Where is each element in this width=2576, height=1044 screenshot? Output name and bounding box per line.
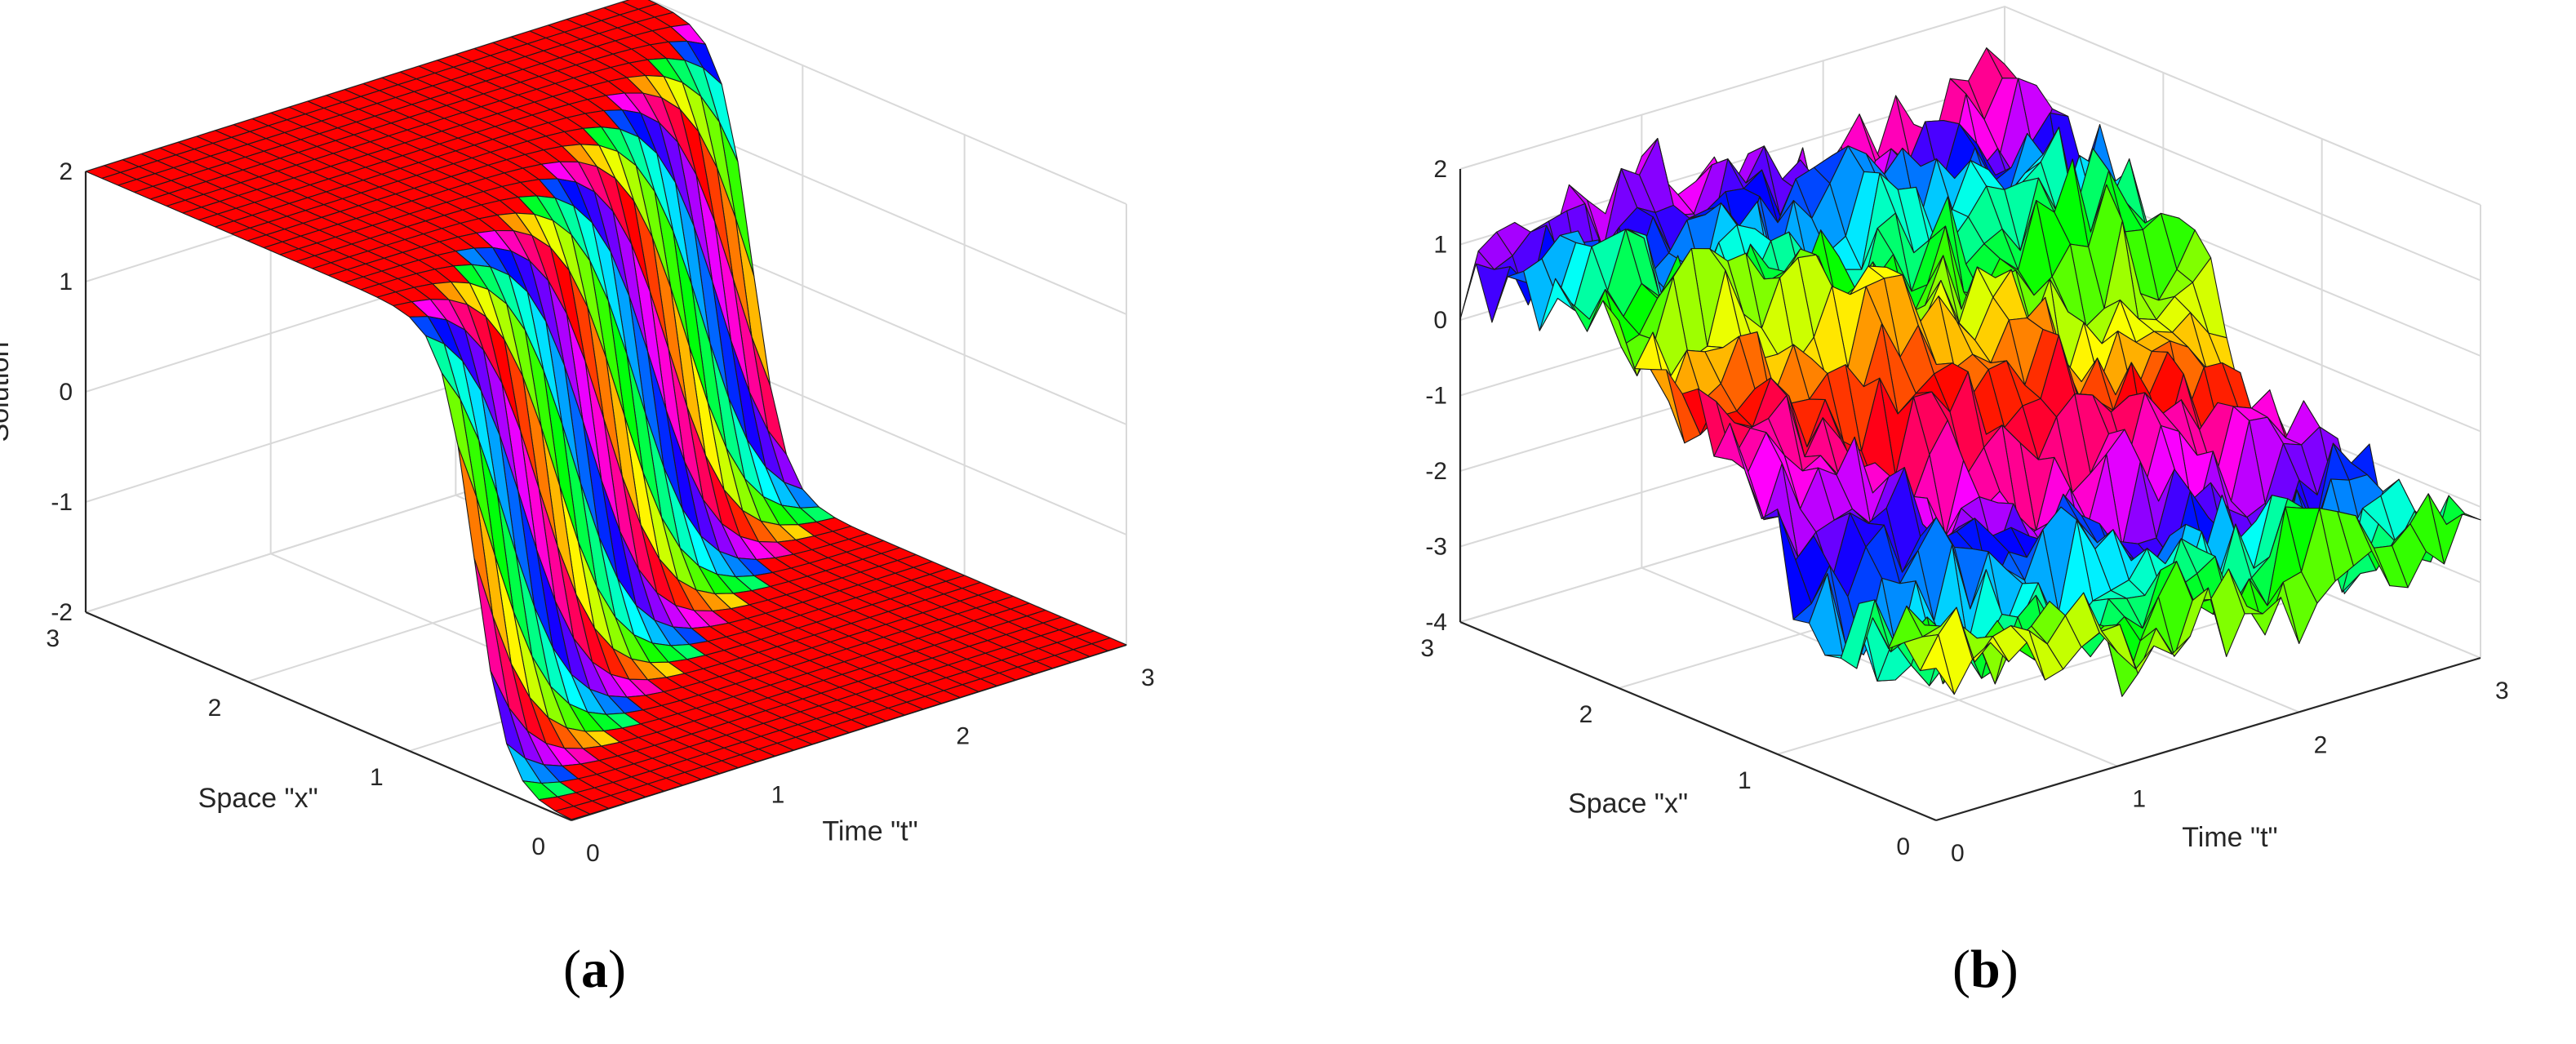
z-tick-label: 2 [59,158,73,185]
z-tick-label: -1 [51,489,73,516]
surface [85,0,1127,820]
z-tick-label: -2 [51,599,73,626]
t-tick-label: 0 [586,840,600,867]
x-tick-label: 3 [1420,635,1434,662]
surface-patch [1920,633,1955,695]
z-axis-label: Solution [0,342,15,442]
z-tick-label: 1 [1433,232,1447,259]
x-tick-label: 0 [1896,833,1910,860]
t-axis-label: Time "t" [2182,822,2277,853]
x-tick-label: 1 [370,764,384,791]
t-tick-label: 1 [2132,786,2146,813]
t-tick-label: 3 [2495,677,2509,704]
axis-lines [1459,169,2481,822]
t-axis-line [1935,656,2481,822]
caption-b: (b) [1952,940,2019,999]
t-axis-label: Time "t" [822,816,917,847]
z-tick-label: -3 [1425,534,1447,561]
z-tick-label: 1 [59,269,73,295]
x-tick-label: 3 [46,625,60,652]
x-axis-line [1459,620,1937,822]
t-tick-label: 3 [1141,664,1155,691]
z-tick-label: -2 [1425,458,1447,485]
x-axis-line [85,611,572,822]
z-axis-label: Solution [1388,345,1389,446]
t-tick-label: 0 [1951,840,1965,867]
surface-patch [554,806,591,820]
x-axis-label: Space "x" [198,783,318,814]
t-tick-label: 2 [2314,731,2328,758]
z-tick-label: 0 [1433,307,1447,334]
t-tick-label: 1 [771,781,785,808]
z-tick-label: 2 [1433,156,1447,183]
x-tick-label: 1 [1738,767,1752,794]
x-axis-label: Space "x" [1568,788,1688,819]
x-tick-label: 2 [1579,701,1593,728]
z-tick-label: -1 [1425,383,1447,410]
x-tick-label: 0 [531,833,545,860]
chart-panel-b: 0 1 2 3 0 1 2 3 -4 -3 -2 -1 0 1 2 Space "x" Time "t" Solu… [1358,0,2576,918]
caption-a: (a) [563,940,626,999]
t-tick-label: 2 [956,723,970,750]
chart-panel-a: 0 1 2 3 0 1 2 3 -2 -1 0 1 2 Space "x" Time "t" Solution [0,0,1306,918]
z-tick-label: 0 [59,379,73,406]
z-tick-label: -4 [1425,609,1447,636]
x-tick-label: 2 [208,695,222,722]
surface [1459,47,2481,697]
